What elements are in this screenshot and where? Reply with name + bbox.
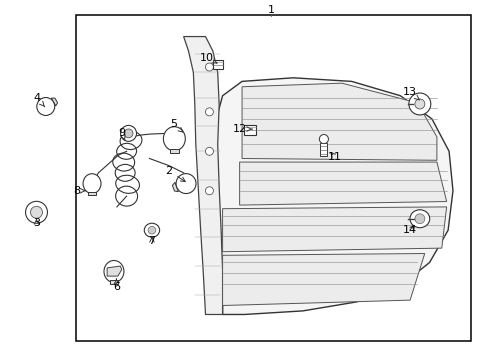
Circle shape (319, 135, 328, 144)
Bar (212, 60, 222, 69)
Ellipse shape (144, 223, 159, 237)
Text: 3: 3 (33, 218, 40, 228)
Ellipse shape (83, 174, 101, 193)
Polygon shape (107, 266, 122, 276)
Text: 9: 9 (118, 128, 125, 140)
Polygon shape (222, 207, 446, 252)
Circle shape (414, 214, 424, 224)
Ellipse shape (163, 127, 185, 151)
Polygon shape (222, 253, 424, 306)
Circle shape (148, 226, 156, 234)
Text: 7: 7 (148, 236, 155, 246)
Circle shape (408, 93, 430, 115)
Text: 6: 6 (113, 279, 120, 292)
Circle shape (205, 147, 213, 155)
Bar (170, 149, 179, 153)
Text: 14: 14 (402, 225, 416, 235)
Polygon shape (215, 78, 452, 315)
Ellipse shape (409, 210, 429, 228)
Text: 1: 1 (267, 5, 274, 15)
Bar (110, 280, 118, 284)
Circle shape (121, 125, 136, 141)
Polygon shape (239, 162, 446, 205)
Text: 5: 5 (170, 120, 183, 132)
Circle shape (205, 108, 213, 116)
Text: 2: 2 (165, 166, 185, 181)
Bar (320, 143, 327, 157)
Bar (76, 15, 470, 341)
Polygon shape (51, 98, 58, 106)
Circle shape (176, 174, 196, 194)
Text: 11: 11 (327, 152, 341, 162)
Circle shape (37, 98, 55, 116)
Circle shape (205, 187, 213, 195)
Bar (88, 192, 96, 195)
Text: 8: 8 (73, 186, 85, 196)
Circle shape (414, 99, 424, 109)
Polygon shape (183, 37, 222, 315)
Polygon shape (242, 83, 436, 160)
Bar (244, 125, 256, 135)
Ellipse shape (104, 261, 123, 282)
Text: 12: 12 (232, 124, 252, 134)
Text: 4: 4 (33, 93, 44, 107)
Circle shape (124, 129, 133, 138)
Circle shape (25, 201, 47, 223)
Text: 10: 10 (200, 53, 217, 63)
Circle shape (205, 63, 213, 71)
Circle shape (30, 206, 42, 218)
Polygon shape (172, 182, 178, 192)
Text: 13: 13 (402, 87, 419, 100)
